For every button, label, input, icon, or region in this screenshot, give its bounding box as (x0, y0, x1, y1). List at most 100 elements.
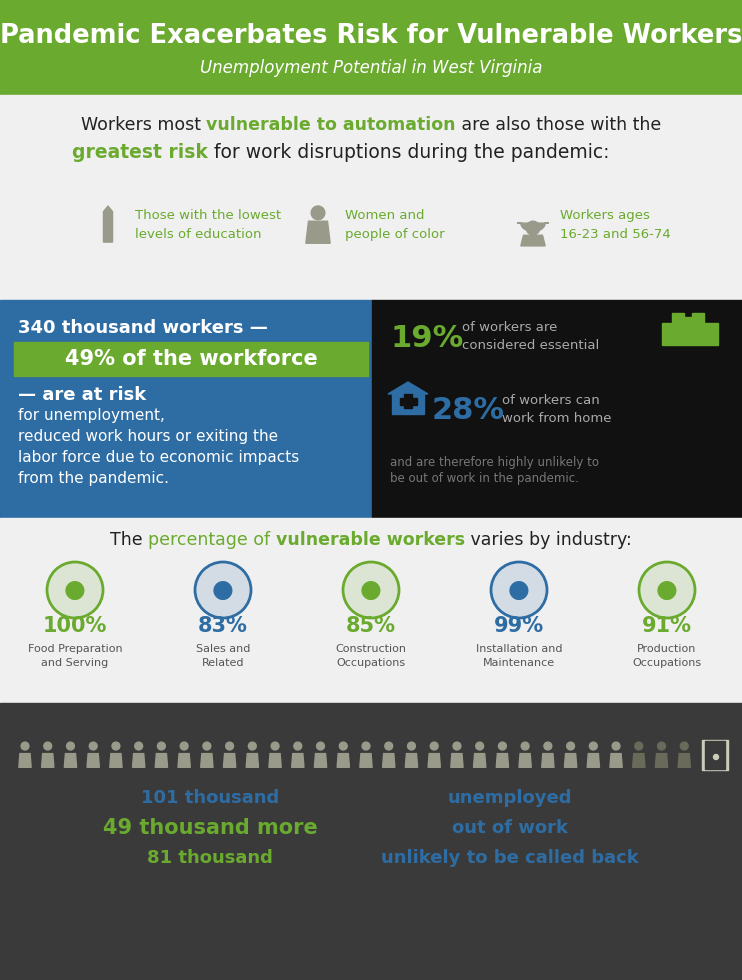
Text: Sales and
Related: Sales and Related (196, 644, 250, 668)
Text: 49 thousand more: 49 thousand more (102, 818, 318, 838)
Circle shape (47, 562, 103, 618)
Text: Women and
people of color: Women and people of color (345, 210, 444, 241)
Polygon shape (223, 754, 236, 767)
Polygon shape (178, 754, 190, 767)
Bar (404, 394, 412, 408)
Polygon shape (587, 754, 600, 767)
Circle shape (567, 742, 574, 750)
Text: out of work: out of work (452, 819, 568, 837)
Text: for unemployment,: for unemployment, (18, 408, 165, 422)
Polygon shape (315, 754, 326, 767)
Text: 19%: 19% (390, 323, 463, 353)
Circle shape (180, 742, 188, 750)
Text: from the pandemic.: from the pandemic. (18, 470, 169, 485)
Circle shape (343, 562, 399, 618)
Polygon shape (517, 223, 549, 231)
Circle shape (589, 742, 597, 750)
Circle shape (195, 562, 251, 618)
Text: 100%: 100% (43, 616, 107, 636)
Text: 91%: 91% (642, 616, 692, 636)
Circle shape (362, 742, 370, 750)
Text: varies by industry:: varies by industry: (465, 531, 631, 549)
Circle shape (226, 742, 234, 750)
Text: 28%: 28% (432, 396, 505, 424)
Circle shape (499, 742, 506, 750)
Circle shape (657, 742, 666, 750)
Circle shape (430, 742, 438, 750)
Circle shape (639, 562, 695, 618)
Polygon shape (360, 754, 372, 767)
Polygon shape (269, 754, 281, 767)
Text: labor force due to economic impacts: labor force due to economic impacts (18, 450, 299, 465)
Text: 83%: 83% (198, 616, 248, 636)
Polygon shape (246, 754, 258, 767)
Text: vulnerable workers: vulnerable workers (276, 531, 465, 549)
Polygon shape (678, 754, 690, 767)
Text: 99%: 99% (494, 616, 544, 636)
Circle shape (203, 742, 211, 750)
Text: Food Preparation
and Serving: Food Preparation and Serving (27, 644, 122, 668)
Polygon shape (633, 754, 645, 767)
Polygon shape (133, 754, 145, 767)
Polygon shape (655, 754, 668, 767)
Bar (372, 300, 742, 518)
Circle shape (89, 742, 97, 750)
Polygon shape (306, 221, 330, 243)
Bar (662, 323, 718, 345)
Polygon shape (521, 235, 545, 246)
Text: The: The (111, 531, 148, 549)
Polygon shape (405, 754, 418, 767)
Circle shape (476, 742, 484, 750)
Text: ●: ● (360, 578, 382, 602)
Bar (692, 313, 704, 325)
Polygon shape (87, 754, 99, 767)
Circle shape (453, 742, 461, 750)
Text: work from home: work from home (502, 412, 611, 424)
Polygon shape (383, 754, 395, 767)
Text: Production
Occupations: Production Occupations (632, 644, 702, 668)
Polygon shape (19, 754, 31, 767)
Text: ●: ● (212, 578, 234, 602)
Polygon shape (565, 754, 577, 767)
Bar (0, 0, 742, 95)
Text: — are at risk: — are at risk (18, 386, 146, 404)
Text: ●: ● (656, 578, 678, 602)
Circle shape (249, 742, 256, 750)
Polygon shape (42, 754, 54, 767)
Bar (705, 741, 725, 769)
Circle shape (526, 221, 540, 235)
Text: Installation and
Maintenance: Installation and Maintenance (476, 644, 562, 668)
Polygon shape (542, 754, 554, 767)
Circle shape (67, 742, 74, 750)
Text: 340 thousand workers —: 340 thousand workers — (18, 319, 268, 337)
Text: unemployed: unemployed (447, 789, 572, 807)
Polygon shape (155, 754, 168, 767)
Polygon shape (200, 754, 213, 767)
Polygon shape (473, 754, 486, 767)
Text: Pandemic Exacerbates Risk for Vulnerable Workers: Pandemic Exacerbates Risk for Vulnerable… (0, 23, 742, 49)
Text: ●: ● (508, 578, 530, 602)
Bar (410, 398, 417, 405)
Circle shape (491, 562, 547, 618)
Circle shape (271, 742, 279, 750)
Polygon shape (65, 754, 76, 767)
Bar (392, 394, 424, 414)
Text: are also those with the: are also those with the (456, 116, 661, 134)
Bar (0, 95, 742, 300)
Circle shape (311, 206, 325, 220)
Bar (702, 740, 728, 770)
Text: Workers most: Workers most (81, 116, 206, 134)
Text: be out of work in the pandemic.: be out of work in the pandemic. (390, 471, 579, 484)
Circle shape (112, 742, 120, 750)
Text: for work disruptions during the pandemic:: for work disruptions during the pandemic… (209, 142, 610, 162)
Polygon shape (519, 754, 531, 767)
Circle shape (44, 742, 52, 750)
Text: Construction
Occupations: Construction Occupations (335, 644, 407, 668)
Text: reduced work hours or exiting the: reduced work hours or exiting the (18, 428, 278, 444)
Polygon shape (292, 754, 304, 767)
Bar (400, 398, 407, 405)
Circle shape (635, 742, 643, 750)
Circle shape (317, 742, 324, 750)
Circle shape (294, 742, 302, 750)
Text: of workers can: of workers can (502, 394, 600, 407)
